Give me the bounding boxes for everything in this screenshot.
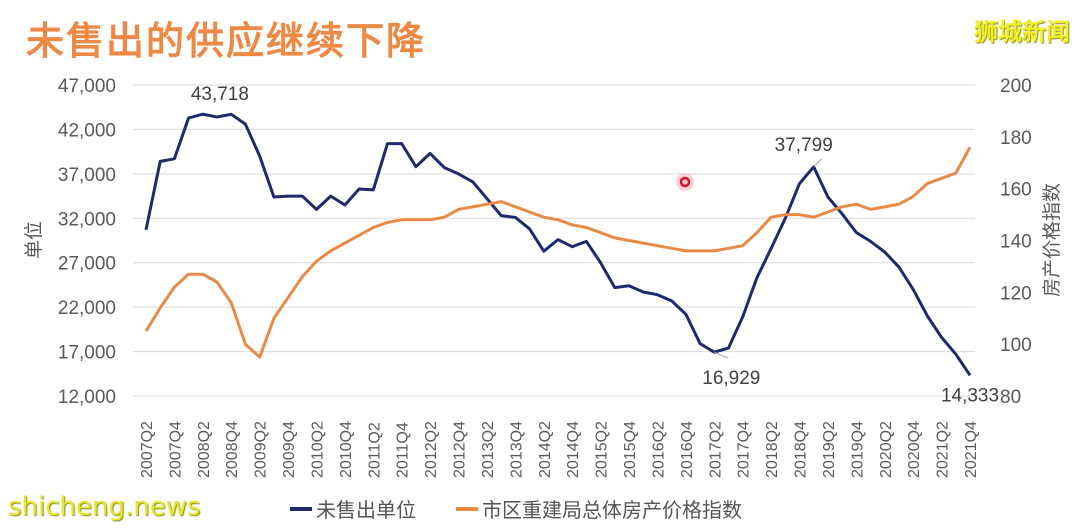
right-y-axis: 200 180 160 140 120 100 80 房产价格指数 [1000,76,1063,408]
x-axis-tick: 2017Q2 [707,421,724,478]
x-axis-tick: 2011Q4 [395,422,412,478]
x-axis-tick: 2021Q4 [963,421,980,478]
data-label: 37,799 [775,135,833,156]
x-axis-tick: 2007Q2 [139,421,156,478]
x-axis-tick: 2010Q2 [309,421,326,478]
right-axis-tick: 120 [1000,283,1032,304]
series-lines [144,112,972,377]
right-axis-tick: 100 [1000,335,1032,356]
x-axis-tick: 2016Q4 [679,421,696,478]
right-axis-tick: 180 [1000,128,1032,149]
legend: 未售出单位 市区重建局总体房产价格指数 [290,494,742,523]
legend-swatch-ppi [456,506,478,511]
series-line [144,146,972,359]
left-axis-tick: 27,000 [58,254,116,275]
left-axis-tick: 42,000 [58,120,116,141]
left-axis-tick: 47,000 [58,76,116,97]
left-axis-tick: 22,000 [58,298,116,319]
x-axis-tick: 2021Q2 [935,421,952,478]
right-axis-tick: 140 [1000,232,1032,253]
right-axis-label: 房产价格指数 [1041,183,1063,297]
x-axis-tick: 2019Q4 [849,421,866,478]
gridlines [133,84,975,397]
right-axis-tick: 80 [1000,387,1021,408]
x-axis-tick: 2015Q2 [594,421,611,478]
x-axis-tick: 2009Q2 [253,421,270,478]
x-axis-tick: 2010Q4 [338,421,355,478]
legend-swatch-unsold [290,506,312,511]
x-axis-tick: 2020Q2 [878,421,895,478]
x-axis-tick: 2013Q4 [508,421,525,478]
x-axis-tick: 2017Q4 [736,421,753,478]
x-axis-tick: 2013Q2 [480,421,497,478]
x-axis-tick: 2015Q4 [622,421,639,478]
x-axis-tick: 2012Q2 [423,421,440,478]
x-axis-tick: 2019Q2 [821,421,838,478]
series-line [144,112,972,377]
x-axis-tick: 2008Q4 [224,421,241,478]
x-axis-tick: 2018Q2 [764,421,781,478]
chart-title: 未售出的供应继续下降 [26,19,427,63]
x-axis-tick: 2018Q4 [793,421,810,478]
left-y-axis: 47,000 42,000 37,000 32,000 27,000 22,000 17,0… [23,76,116,408]
x-axis-tick: 2009Q4 [281,421,298,478]
legend-item-unsold: 未售出单位 [290,494,416,523]
brand-logo: 狮城新闻 [974,18,1070,46]
left-axis-tick: 12,000 [58,387,116,408]
right-axis-tick: 200 [1000,76,1032,97]
watermark: shicheng.news [8,492,201,522]
data-label: 16,929 [702,368,760,389]
data-labels: 43,718 16,929 37,799 14,333 [191,84,999,406]
x-axis-tick: 2011Q2 [366,422,383,478]
left-axis-label: 单位 [23,221,45,259]
right-axis-tick: 160 [1000,180,1032,201]
x-axis-tick: 2014Q4 [565,421,582,478]
x-axis-tick: 2007Q4 [167,421,184,478]
x-axis-tick: 2012Q4 [452,421,469,478]
cursor-indicator [676,173,694,191]
left-axis-tick: 37,000 [58,165,116,186]
data-label: 14,333 [941,385,999,406]
data-label: 43,718 [191,84,249,105]
x-axis-tick: 2008Q2 [196,421,213,478]
left-axis-tick: 32,000 [58,209,116,230]
legend-label-ppi: 市区重建局总体房产价格指数 [482,498,742,522]
legend-label-unsold: 未售出单位 [316,498,416,522]
x-axis-tick: 2016Q2 [650,421,667,478]
x-axis: 2007Q2 2007Q4 2008Q2 2008Q4 2009Q2 2009Q4 2010… [139,421,980,478]
legend-item-ppi: 市区重建局总体房产价格指数 [456,494,742,523]
left-axis-tick: 17,000 [58,343,116,364]
x-axis-tick: 2014Q2 [537,421,554,478]
x-axis-tick: 2020Q4 [906,421,923,478]
